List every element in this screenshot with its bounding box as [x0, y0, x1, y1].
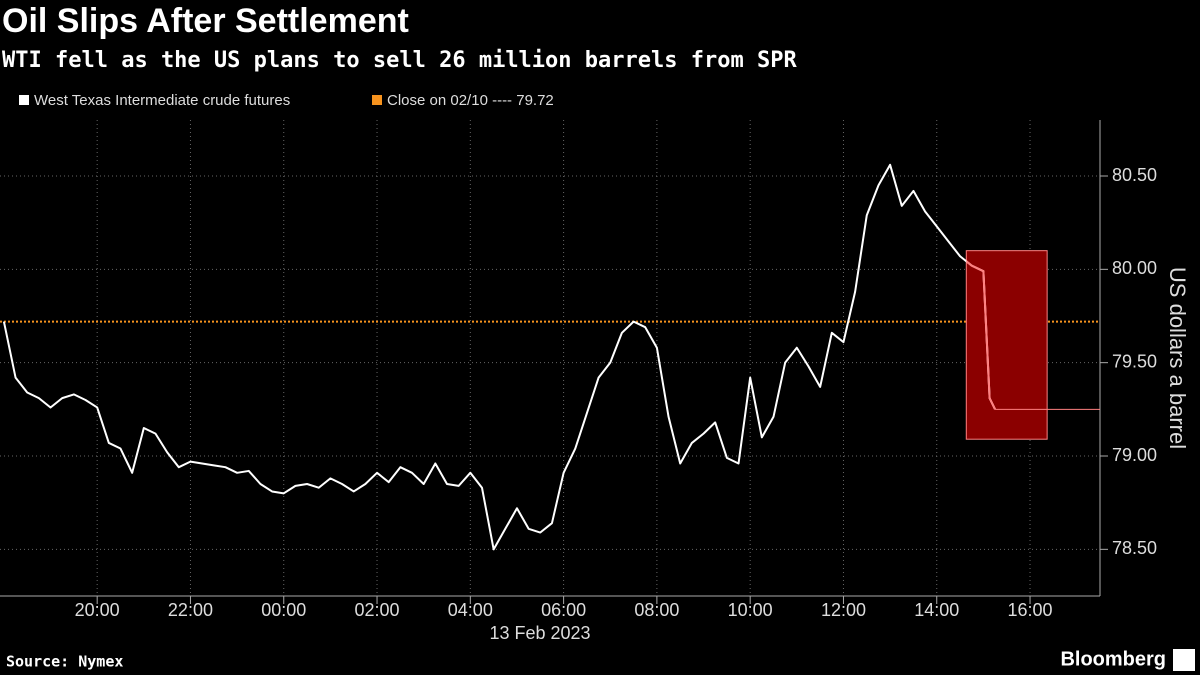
y-tick-label: 79.00: [1112, 445, 1157, 465]
x-tick-label: 14:00: [914, 600, 959, 620]
line-series-highlighted: [966, 259, 996, 410]
x-tick-label: 12:00: [821, 600, 866, 620]
x-tick-label: 06:00: [541, 600, 586, 620]
y-tick-label: 80.50: [1112, 165, 1157, 185]
x-tick-label: 08:00: [634, 600, 679, 620]
x-tick-label: 04:00: [448, 600, 493, 620]
legend-swatch: [372, 95, 382, 105]
chart-subtitle: WTI fell as the US plans to sell 26 mill…: [2, 48, 797, 73]
y-tick-label: 80.00: [1112, 258, 1157, 278]
brand: Bloomberg: [1060, 648, 1166, 670]
x-tick-label: 22:00: [168, 600, 213, 620]
x-tick-label: 00:00: [261, 600, 306, 620]
x-tick-label: 02:00: [355, 600, 400, 620]
chart-title: Oil Slips After Settlement: [2, 2, 409, 40]
brand-icon: [1173, 649, 1195, 671]
x-tick-label: 20:00: [75, 600, 120, 620]
y-tick-label: 78.50: [1112, 538, 1157, 558]
legend-label: West Texas Intermediate crude futures: [34, 92, 290, 109]
line-series: [2, 163, 996, 551]
x-tick-label: 10:00: [728, 600, 773, 620]
highlight-box: [965, 250, 1048, 440]
x-tick-label: 16:00: [1008, 600, 1053, 620]
legend-label: Close on 02/10 ---- 79.72: [387, 92, 554, 109]
y-axis-label: US dollars a barrel: [1165, 267, 1190, 449]
source: Source: Nymex: [6, 653, 123, 671]
date-label: 13 Feb 2023: [489, 623, 590, 643]
y-tick-label: 79.50: [1112, 351, 1157, 371]
legend-swatch: [19, 95, 29, 105]
